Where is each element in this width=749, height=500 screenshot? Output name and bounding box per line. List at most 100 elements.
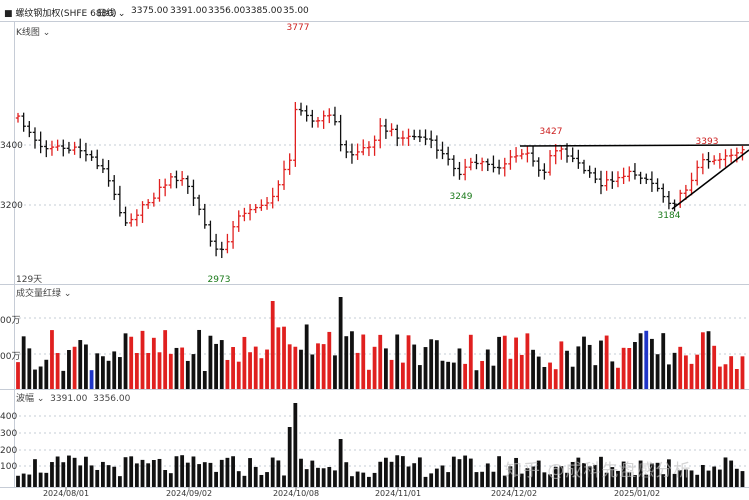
wave-tick-label: 400 bbox=[0, 412, 18, 422]
wave-bar bbox=[33, 459, 37, 487]
volume-bar bbox=[616, 367, 620, 389]
volume-bar bbox=[163, 330, 168, 389]
volume-bar bbox=[593, 365, 598, 389]
volume-bar bbox=[55, 353, 60, 389]
volume-bar bbox=[683, 355, 688, 389]
volume-bar bbox=[174, 347, 179, 389]
volume-bar bbox=[321, 344, 326, 389]
volume-bar bbox=[67, 350, 71, 389]
volume-bar bbox=[661, 333, 666, 389]
wave-bar bbox=[508, 466, 513, 487]
volume-bar bbox=[140, 330, 145, 389]
wave-bar bbox=[21, 473, 26, 487]
wave-bar bbox=[627, 472, 632, 487]
wave-bar bbox=[440, 465, 445, 487]
volume-bar bbox=[480, 360, 485, 389]
volume-bar bbox=[633, 342, 637, 389]
volume-bar bbox=[672, 352, 677, 389]
wave-bar bbox=[395, 455, 400, 487]
chart-header: ■ 螺纹钢加权(SHFE 6880) 日线 ⌄ 3375.00 3391.00 … bbox=[0, 0, 749, 20]
wave-bar bbox=[151, 460, 156, 487]
volume-bar bbox=[208, 335, 213, 389]
x-tick-label: 2024/08/01 bbox=[42, 489, 90, 498]
wave-bar bbox=[265, 472, 269, 487]
volume-bar bbox=[570, 366, 575, 389]
volume-bar bbox=[485, 349, 490, 389]
volume-bar bbox=[21, 336, 26, 389]
wave-bar bbox=[231, 456, 235, 487]
volume-bar bbox=[406, 335, 411, 389]
volume-bar bbox=[412, 344, 417, 389]
wave-tick-label: 100 bbox=[0, 462, 18, 472]
wave-bar bbox=[361, 472, 366, 487]
wave-bar bbox=[384, 457, 388, 487]
volume-bar bbox=[316, 343, 320, 389]
kline-panel-label[interactable]: K线图 ⌄ bbox=[16, 25, 50, 38]
volume-bar bbox=[468, 334, 473, 389]
change-value: 35.00 bbox=[283, 6, 309, 16]
volume-tick-label: 00万 bbox=[0, 316, 21, 326]
price-annotation: 3393 bbox=[696, 137, 719, 147]
wave-bar bbox=[219, 459, 224, 487]
wave-bar bbox=[293, 403, 298, 487]
volume-bar bbox=[604, 335, 609, 389]
wave-bar bbox=[548, 474, 552, 487]
wave-bar bbox=[712, 466, 717, 487]
wave-bar bbox=[616, 470, 620, 487]
volume-bar bbox=[16, 362, 20, 389]
wave-bar bbox=[378, 461, 383, 487]
wave-bar bbox=[417, 457, 422, 487]
wave-bar bbox=[559, 466, 564, 487]
volume-bar bbox=[338, 297, 343, 389]
period-selector[interactable]: 日线 ⌄ bbox=[97, 6, 125, 19]
wave-bar bbox=[604, 472, 609, 487]
wave-bar bbox=[140, 459, 145, 487]
wave-bar bbox=[44, 472, 49, 487]
wave-bar bbox=[610, 467, 615, 487]
wave-bar bbox=[67, 455, 71, 487]
wave-bar bbox=[106, 465, 111, 487]
volume-bar bbox=[706, 331, 711, 389]
wave-bar bbox=[740, 471, 745, 487]
wave-bar bbox=[587, 466, 592, 487]
wave-bar bbox=[327, 466, 332, 487]
volume-bar bbox=[259, 358, 264, 389]
wave-bar bbox=[123, 457, 128, 487]
wave-bar bbox=[576, 457, 581, 487]
wave-bar bbox=[344, 462, 349, 487]
wave-bar bbox=[723, 457, 728, 487]
wave-bar bbox=[655, 462, 660, 487]
wave-bar bbox=[570, 461, 575, 487]
wave-bar bbox=[553, 466, 558, 487]
volume-bar bbox=[78, 340, 83, 389]
volume-bar bbox=[310, 354, 315, 389]
volume-bar bbox=[553, 369, 558, 389]
wave-panel-label[interactable]: 波幅 ⌄ 3391.00 3356.00 bbox=[16, 391, 130, 404]
wave-bar bbox=[299, 458, 303, 487]
volume-bar bbox=[191, 354, 196, 389]
wave-tick-label: 300 bbox=[0, 429, 18, 439]
volume-bar bbox=[627, 348, 632, 389]
x-tick-label: 2024/12/02 bbox=[490, 489, 538, 498]
wave-bar bbox=[101, 461, 105, 487]
volume-bar bbox=[582, 336, 586, 389]
wave-bar bbox=[134, 463, 139, 487]
wave-bar bbox=[446, 472, 451, 487]
volume-bar bbox=[89, 370, 94, 389]
wave-bar bbox=[519, 473, 524, 487]
wave-bar bbox=[497, 456, 501, 487]
volume-bar bbox=[700, 332, 705, 389]
kline-panel-label-text: K线图 bbox=[16, 28, 40, 38]
wave-bar bbox=[242, 475, 247, 487]
volume-bar bbox=[134, 353, 139, 389]
close-value: 3385.00 bbox=[245, 6, 283, 16]
wave-bar bbox=[485, 463, 490, 487]
chevron-down-icon: ⌄ bbox=[117, 9, 126, 19]
wave-bar bbox=[248, 458, 252, 487]
wave-bar bbox=[502, 475, 507, 487]
volume-bar bbox=[27, 348, 32, 389]
volume-panel-label[interactable]: 成交量红绿 ⌄ bbox=[16, 286, 71, 299]
wave-bar bbox=[389, 461, 394, 487]
wave-bar bbox=[734, 468, 739, 487]
